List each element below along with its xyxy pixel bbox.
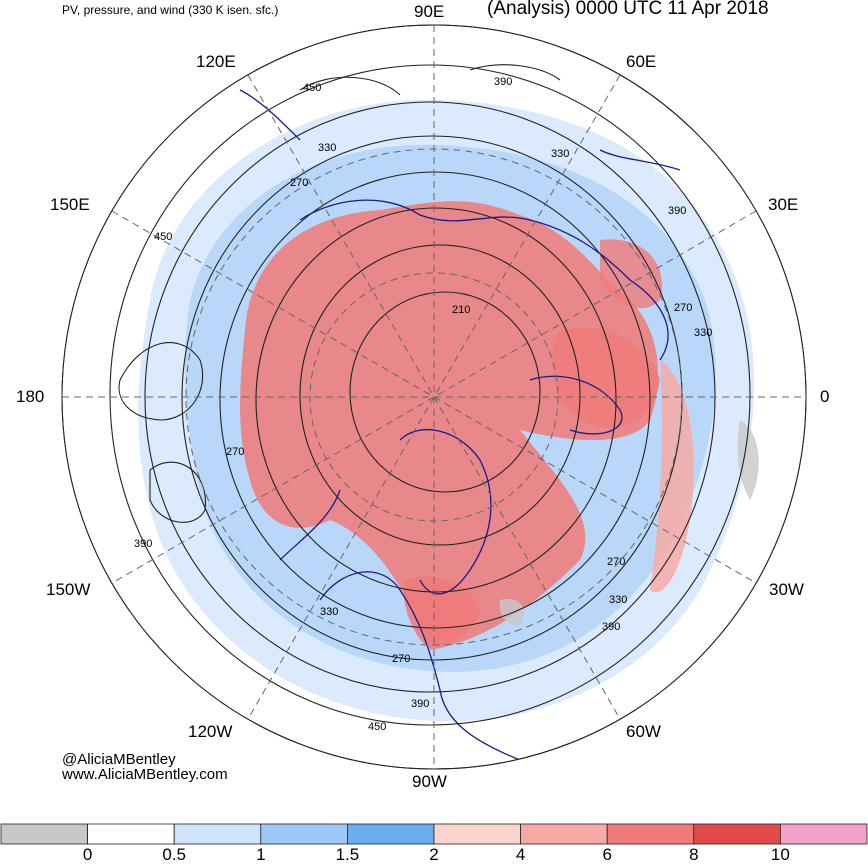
coastlines <box>239 89 681 761</box>
lon-label-30e: 30E <box>768 195 799 214</box>
colorbar-swatch <box>346 823 435 845</box>
colorbar-swatch <box>260 823 348 845</box>
pv-region-high-europe <box>551 327 660 428</box>
contour-label: 210 <box>452 304 470 316</box>
lon-label-90e: 90E <box>414 2 445 21</box>
colorbar-swatch <box>433 823 521 845</box>
contour-label: 270 <box>290 177 308 189</box>
map-subtitle: PV, pressure, and wind (330 K isen. sfc.… <box>62 3 279 17</box>
colorbar-tick-label: 0 <box>82 845 93 864</box>
map-title: (Analysis) 0000 UTC 11 Apr 2018 <box>487 0 769 19</box>
pv-region-high <box>240 201 659 650</box>
contour-label: 390 <box>668 205 686 217</box>
contour-label: 450 <box>303 82 321 94</box>
map-border <box>61 24 807 770</box>
contour-label: 450 <box>154 231 172 243</box>
colorbar-swatch <box>173 823 262 845</box>
contour-label: 330 <box>551 148 569 160</box>
contour-label: 330 <box>694 327 712 339</box>
colorbar-swatch <box>520 823 608 845</box>
colorbar-swatch <box>0 823 88 845</box>
contour-label: 330 <box>318 142 336 154</box>
colorbar <box>0 823 868 845</box>
lon-label-180: 180 <box>16 387 45 406</box>
colorbar-swatch <box>606 823 695 845</box>
colorbar-swatch <box>693 823 781 845</box>
colorbar-swatch <box>87 823 175 845</box>
pressure-contours <box>109 64 751 726</box>
colorbar-tick-label: 4 <box>515 845 526 864</box>
colorbar-tick-label: 0.5 <box>162 845 187 864</box>
colorbar-tick-label: 1 <box>256 845 266 864</box>
contour-label: 450 <box>368 721 386 733</box>
lon-label-120w: 120W <box>188 722 233 741</box>
lon-label-60e: 60E <box>626 52 657 71</box>
pv-region-trough <box>403 576 480 647</box>
lon-label-150w: 150W <box>46 580 91 599</box>
colorbar-tick-label: 6 <box>602 845 612 864</box>
colorbar-tick-label: 10 <box>770 845 790 864</box>
colorbar-tick-label: 2 <box>429 845 439 864</box>
pv-patch-gray <box>499 599 524 625</box>
colorbar-tick-label: 8 <box>689 845 699 864</box>
pv-field <box>109 64 759 761</box>
pv-region-high-east <box>600 239 662 309</box>
colorbar-tick-label: 1.5 <box>335 845 360 864</box>
contour-label: 270 <box>674 302 692 314</box>
contour-label: 390 <box>134 538 152 550</box>
lon-label-150e: 150E <box>50 195 90 214</box>
lon-label-90w: 90W <box>412 772 447 791</box>
credit-handle: @AliciaMBentley <box>62 751 176 768</box>
lon-label-30w: 30W <box>769 580 804 599</box>
graticule <box>62 25 806 769</box>
contour-label: 390 <box>411 698 429 710</box>
contour-label-group: 450 390 330 390 330 270 450 390 270 330 … <box>134 76 712 733</box>
contour-label: 330 <box>320 606 338 618</box>
lon-label-120e: 120E <box>196 52 236 71</box>
contour-label: 390 <box>602 621 620 633</box>
contour-label: 270 <box>607 556 625 568</box>
contour-label: 270 <box>226 446 244 458</box>
lon-label-60w: 60W <box>626 722 661 741</box>
contour-label: 390 <box>494 76 512 88</box>
lon-label-0: 0 <box>820 387 830 406</box>
credit-website: www.AliciaMBentley.com <box>62 766 228 783</box>
pv-patch-gray <box>737 420 759 500</box>
contour-label: 330 <box>609 594 627 606</box>
contour-label: 270 <box>392 653 410 665</box>
colorbar-swatch <box>780 823 868 845</box>
